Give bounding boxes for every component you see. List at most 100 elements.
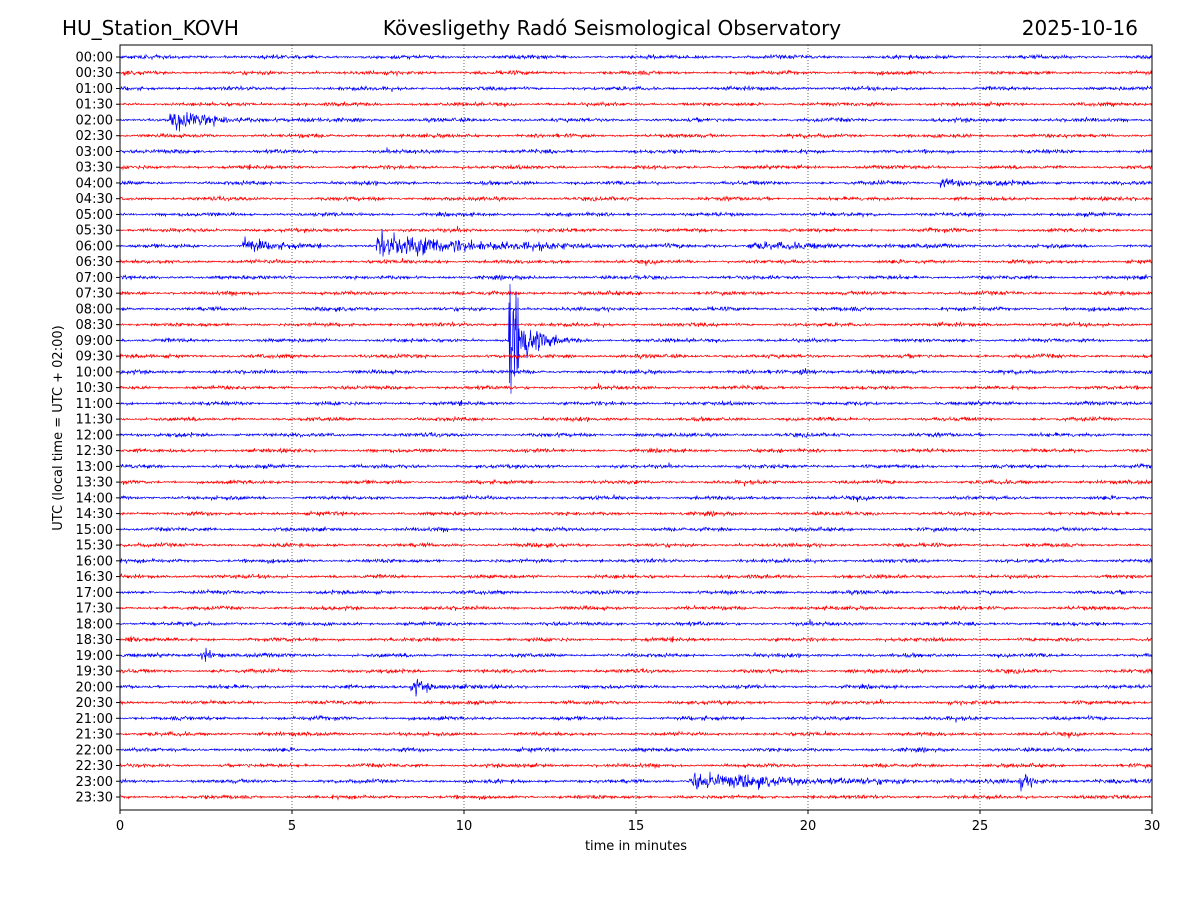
trace-1730 (119, 604, 1153, 612)
x-tick-label: 20 (800, 819, 817, 834)
x-axis: 0 5 10 15 20 25 30 (116, 810, 1160, 834)
trace-0600 (119, 228, 1153, 257)
y-tick-label: 05:00 (76, 208, 113, 223)
x-tick-label: 5 (288, 819, 296, 834)
trace-0000 (120, 53, 1153, 61)
trace-2030 (119, 698, 1153, 707)
trace-1600 (119, 557, 1153, 565)
trace-0900 (119, 284, 1153, 394)
y-tick-label: 03:00 (76, 145, 113, 160)
trace-2330 (119, 793, 1153, 801)
trace-1700 (119, 588, 1153, 597)
trace-1830 (119, 635, 1153, 643)
trace-1300 (119, 462, 1153, 471)
y-tick-label: 06:30 (76, 255, 113, 270)
y-tick-label: 01:30 (76, 98, 113, 113)
trace-1800 (119, 618, 1153, 628)
traces (119, 53, 1153, 801)
grid (291, 45, 981, 810)
y-tick-label: 06:00 (76, 239, 113, 254)
trace-0830 (119, 321, 1153, 329)
y-tick-label: 13:00 (76, 460, 113, 475)
y-tick-label: 11:30 (76, 413, 113, 428)
trace-0330 (119, 163, 1153, 171)
y-tick-label: 07:00 (76, 271, 113, 286)
trace-0100 (119, 84, 1152, 92)
trace-0400 (119, 178, 1153, 188)
trace-2130 (119, 730, 1153, 739)
y-tick-label: 19:00 (76, 649, 113, 664)
y-tick-label: 09:30 (76, 350, 113, 365)
trace-0030 (119, 69, 1153, 77)
y-tick-label: 09:00 (76, 334, 113, 349)
trace-2000 (119, 678, 1153, 697)
y-tick-label: 20:00 (76, 680, 113, 695)
y-tick-label: 08:00 (76, 302, 113, 317)
x-tick-label: 25 (972, 819, 989, 834)
y-tick-label: 04:30 (76, 192, 113, 207)
y-tick-label: 10:30 (76, 381, 113, 396)
y-tick-label: 08:30 (76, 318, 113, 333)
trace-2230 (119, 762, 1153, 770)
station-title: HU_Station_KOVH (62, 16, 239, 40)
trace-1130 (119, 415, 1153, 423)
x-tick-label: 0 (116, 819, 124, 834)
trace-1530 (119, 541, 1153, 549)
trace-1000 (119, 367, 1153, 376)
x-axis-label: time in minutes (585, 839, 687, 854)
y-tick-label: 13:30 (76, 476, 113, 491)
y-axis: 00:0000:3001:0001:3002:0002:3003:0003:30… (76, 51, 120, 806)
y-tick-label: 16:00 (76, 554, 113, 569)
y-tick-label: 20:30 (76, 696, 113, 711)
y-tick-label: 22:00 (76, 743, 113, 758)
y-tick-label: 00:30 (76, 66, 113, 81)
trace-0730 (119, 289, 1153, 297)
trace-0700 (119, 273, 1153, 282)
trace-1430 (119, 509, 1153, 518)
y-tick-label: 12:00 (76, 428, 113, 443)
trace-0500 (119, 211, 1153, 218)
y-tick-label: 03:30 (76, 161, 113, 176)
y-tick-label: 16:30 (76, 570, 113, 585)
y-tick-label: 00:00 (76, 51, 113, 66)
trace-1400 (119, 494, 1153, 503)
y-tick-label: 05:30 (76, 224, 113, 239)
y-tick-label: 15:00 (76, 523, 113, 538)
y-tick-label: 19:30 (76, 665, 113, 680)
y-tick-label: 02:30 (76, 129, 113, 144)
y-tick-label: 18:00 (76, 617, 113, 632)
trace-2100 (119, 714, 1153, 723)
y-tick-label: 10:00 (76, 365, 113, 380)
trace-0630 (119, 257, 1153, 267)
trace-0530 (119, 225, 1153, 234)
trace-1200 (119, 431, 1153, 439)
y-tick-label: 07:30 (76, 287, 113, 302)
trace-1230 (119, 447, 1153, 454)
y-tick-label: 01:00 (76, 82, 113, 97)
y-tick-label: 02:00 (76, 113, 113, 128)
y-tick-label: 17:30 (76, 602, 113, 617)
trace-0200 (119, 111, 1153, 132)
trace-1900 (119, 647, 1153, 662)
trace-0800 (119, 305, 1153, 313)
y-axis-label: UTC (local time = UTC + 02:00) (51, 325, 66, 530)
trace-2300 (119, 771, 1153, 792)
observatory-title: Kövesligethy Radó Seismological Observat… (383, 16, 841, 40)
trace-0930 (119, 352, 1153, 360)
x-tick-label: 10 (456, 819, 473, 834)
y-tick-label: 17:00 (76, 586, 113, 601)
trace-0130 (119, 100, 1153, 108)
y-tick-label: 21:30 (76, 728, 113, 743)
trace-1630 (119, 573, 1153, 580)
y-tick-label: 18:30 (76, 633, 113, 648)
y-tick-label: 12:30 (76, 444, 113, 459)
trace-1930 (119, 667, 1153, 675)
date-title: 2025-10-16 (1022, 16, 1138, 40)
y-tick-label: 14:30 (76, 507, 113, 522)
trace-1030 (119, 383, 1153, 391)
y-tick-label: 04:00 (76, 176, 113, 191)
trace-2200 (119, 746, 1153, 754)
y-tick-label: 23:00 (76, 775, 113, 790)
y-tick-label: 23:30 (76, 791, 113, 806)
